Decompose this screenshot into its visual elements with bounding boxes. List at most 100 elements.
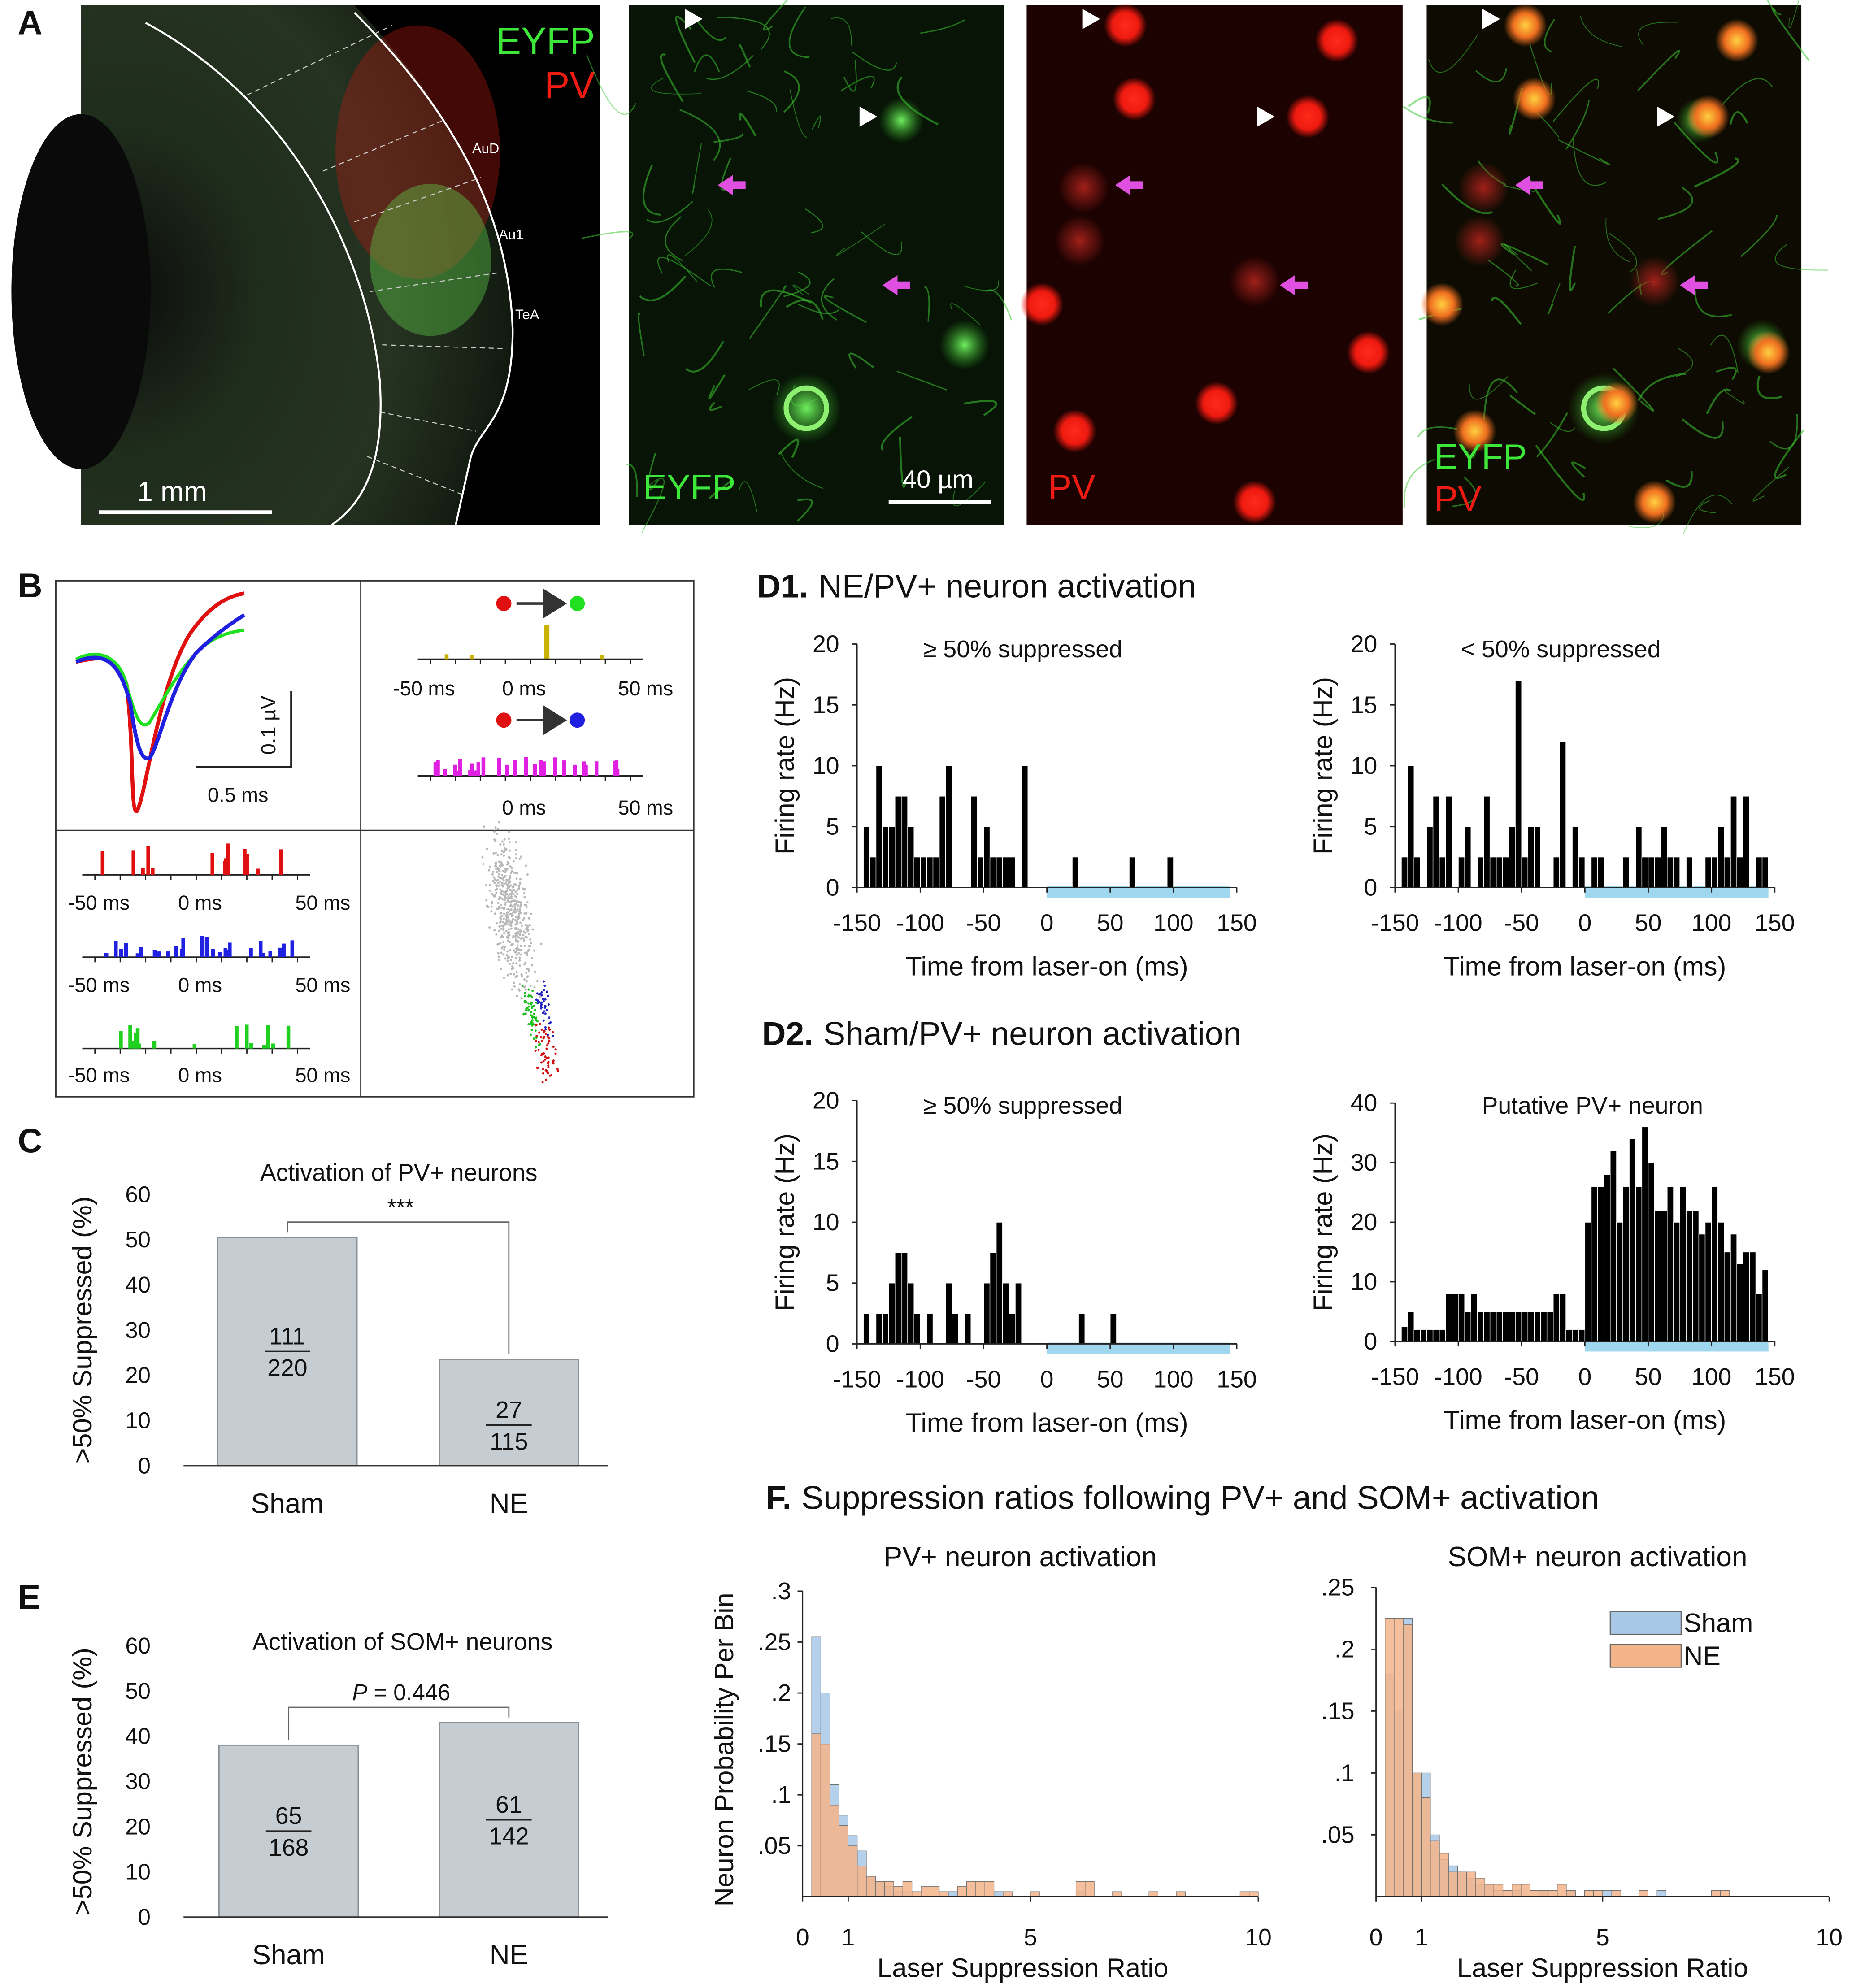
scatter-dot <box>492 852 495 855</box>
x-tick-label: 50 <box>1097 910 1124 937</box>
neurite <box>1487 259 1519 287</box>
scatter-dot <box>506 974 509 977</box>
histogram-bar <box>1496 856 1503 888</box>
neurite <box>830 17 852 46</box>
scatter-dot <box>539 996 542 998</box>
histogram-bar <box>1559 1293 1566 1342</box>
scatter-dot <box>507 862 510 865</box>
y-tick-label: 10 <box>125 1859 151 1884</box>
neurite <box>823 295 867 323</box>
histogram-bar <box>1673 1222 1680 1342</box>
cell <box>1513 77 1556 121</box>
histogram-bar <box>901 1252 908 1345</box>
neurite <box>920 19 965 34</box>
scatter-dot <box>496 879 498 882</box>
scatter-dot <box>544 1033 547 1035</box>
scatter-dot <box>506 917 509 920</box>
histogram-bar <box>1530 1890 1539 1897</box>
scatter-dot <box>548 1029 551 1031</box>
neurite <box>675 16 696 63</box>
histogram-bar <box>884 1881 894 1897</box>
scatter-dot <box>526 975 529 978</box>
raster-bar <box>244 1024 249 1049</box>
raster-bar <box>181 938 185 957</box>
y-tick-label: .15 <box>1321 1697 1355 1724</box>
neurite <box>1769 414 1798 450</box>
scatter-dot <box>539 1023 541 1025</box>
x-axis-label: Time from laser-on (ms) <box>1443 1405 1726 1435</box>
legend-label: EYFP <box>496 19 595 62</box>
histogram-bar <box>1009 1313 1016 1345</box>
scatter-dot <box>542 1037 545 1040</box>
raster-bar <box>180 949 184 957</box>
raster-bar <box>223 861 227 875</box>
scatter-dot <box>504 957 507 960</box>
neurite <box>821 278 837 321</box>
raster-bar <box>104 953 109 957</box>
neurite <box>1694 157 1739 188</box>
scatter-dot <box>518 989 521 992</box>
histogram-bar <box>1622 1186 1630 1342</box>
scatter-dot <box>499 843 502 846</box>
scatter-dot <box>515 841 517 843</box>
neurite <box>694 54 720 73</box>
fraction-numerator: 111 <box>269 1323 306 1350</box>
scatter-dot <box>505 890 508 893</box>
y-tick-label: .05 <box>1321 1821 1355 1848</box>
scatter-dot <box>500 968 503 971</box>
histogram-bar <box>977 856 984 888</box>
x-tick-label: 0 <box>1040 910 1054 937</box>
scatter-dot <box>517 931 519 933</box>
scatter-dot <box>499 912 502 915</box>
raster-bar <box>152 1041 157 1049</box>
histogram-bar <box>1489 1311 1497 1342</box>
scatter-dot <box>525 951 528 954</box>
scatter-dot <box>498 942 500 945</box>
histogram-bar <box>1457 1871 1467 1897</box>
raster-bar <box>152 950 157 957</box>
neurite <box>1710 334 1739 374</box>
scatter-dot <box>517 940 520 943</box>
arrow <box>1515 175 1543 195</box>
scatter-dot <box>493 881 496 884</box>
y-axis-label: Firing rate (Hz) <box>770 1133 800 1311</box>
histogram-bar <box>1720 1890 1730 1897</box>
fraction-denominator: 220 <box>267 1354 307 1381</box>
neurite <box>1491 297 1522 325</box>
scatter-dot <box>530 912 533 915</box>
scatter-dot <box>530 996 533 999</box>
scatter-dot <box>526 950 529 952</box>
scatter-dot <box>526 926 529 929</box>
scatter-dot <box>527 1005 530 1008</box>
scatter-dot <box>525 971 528 974</box>
region-label: TeA <box>515 307 539 322</box>
neurite <box>749 285 787 339</box>
chart-subtitle: ≥ 50% suppressed <box>923 636 1122 663</box>
scatter-dot <box>507 956 509 959</box>
scatter-dot <box>520 912 522 915</box>
cell <box>1195 382 1238 425</box>
raster-bar <box>573 764 577 776</box>
scatter-dot <box>504 922 507 925</box>
histogram-bar <box>1736 856 1743 888</box>
histogram-bar <box>1610 1150 1617 1342</box>
scatter-dot <box>519 953 522 956</box>
scatter-dot <box>510 956 513 959</box>
scatter-dot <box>518 983 521 986</box>
raster-bar <box>135 1028 140 1049</box>
y-tick-label: .1 <box>1335 1759 1355 1786</box>
x-tick-label: 10 <box>1245 1924 1272 1951</box>
raster-bar <box>114 941 118 957</box>
x-tick-label: -150 <box>1371 1363 1419 1390</box>
y-tick-label: 20 <box>125 1363 151 1388</box>
scatter-dot <box>516 974 518 977</box>
histogram-bar <box>882 1313 889 1345</box>
cell <box>1629 256 1680 307</box>
scatter-dot <box>519 881 522 884</box>
scatter-dot <box>513 973 515 976</box>
histogram-bar <box>1401 1326 1408 1342</box>
scatter-dot <box>514 899 517 902</box>
histogram-bar <box>1439 1329 1446 1342</box>
neurite <box>1788 0 1800 28</box>
raster-bar <box>524 757 528 776</box>
